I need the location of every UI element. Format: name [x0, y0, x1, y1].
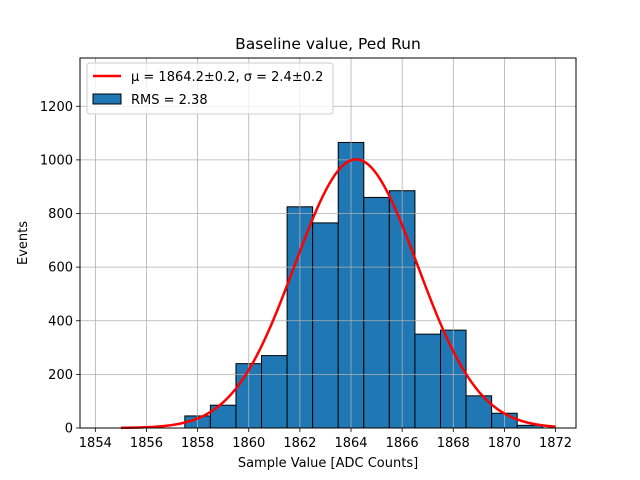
histogram-bar: [363, 196, 390, 429]
histogram-bar: [312, 222, 339, 429]
x-tick-label: 1854: [79, 436, 112, 451]
y-tick-label: 800: [48, 207, 73, 222]
y-tick-label: 1000: [40, 153, 73, 168]
x-axis-label: Sample Value [ADC Counts]: [238, 456, 418, 471]
y-tick-label: 200: [48, 368, 73, 383]
x-tick-label: 1858: [181, 436, 214, 451]
legend-box: [86, 62, 334, 115]
x-tick-label: 1856: [130, 436, 163, 451]
y-axis-label: Events: [16, 221, 31, 265]
y-tick-label: 1200: [40, 100, 73, 115]
axes-frame: [79, 57, 577, 429]
axis-ticks: 1854 1856 1858 1860 1862 1864 1866 1868 1870 1872…: [40, 100, 572, 451]
legend-histogram-label: RMS = 2.38: [131, 93, 208, 108]
histogram-bar: [414, 333, 441, 429]
x-tick-label: 1862: [283, 436, 316, 451]
histogram-bar: [261, 355, 288, 429]
x-tick-label: 1868: [437, 436, 470, 451]
x-tick-label: 1860: [232, 436, 265, 451]
y-tick-label: 600: [48, 261, 73, 276]
x-tick-label: 1870: [488, 436, 521, 451]
legend-histogram-swatch: [92, 93, 122, 105]
x-tick-label: 1864: [334, 436, 367, 451]
legend-fit-label: μ = 1864.2±0.2, σ = 2.4±0.2: [131, 70, 323, 85]
y-tick-label: 0: [65, 422, 73, 437]
legend: μ = 1864.2±0.2, σ = 2.4±0.2 RMS = 2.38: [86, 62, 334, 115]
gaussian-fit-curve: [120, 158, 556, 430]
y-tick-label: 400: [48, 314, 73, 329]
x-tick-label: 1866: [386, 436, 419, 451]
x-tick-label: 1872: [539, 436, 572, 451]
chart-title: Baseline value, Ped Run: [235, 35, 421, 53]
